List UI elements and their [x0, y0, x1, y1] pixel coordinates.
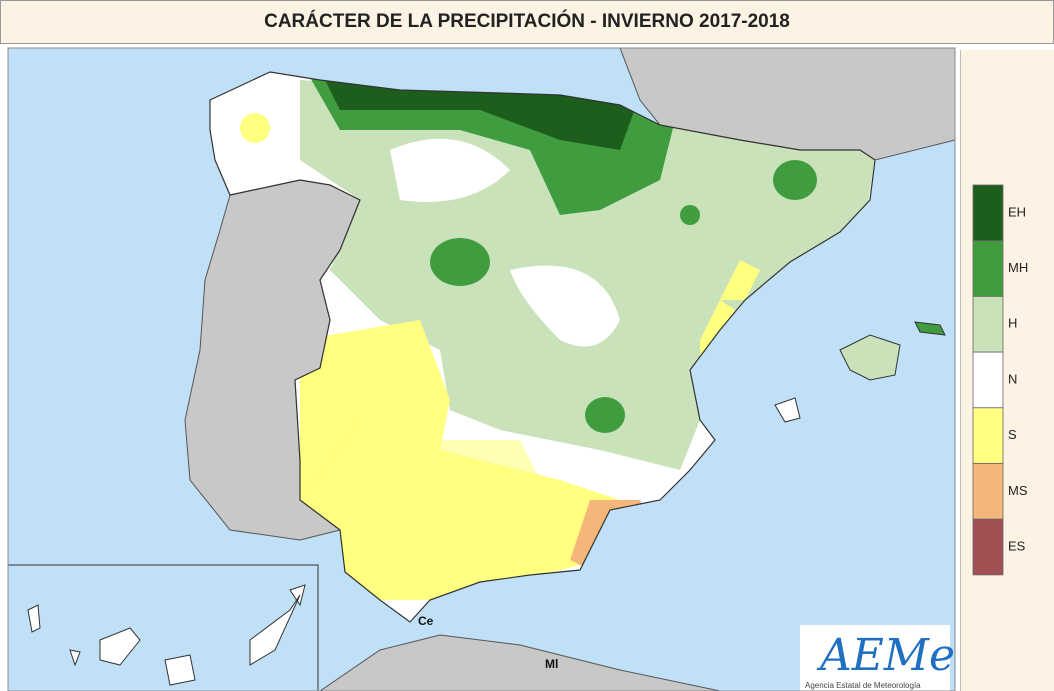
legend-label: MH [1008, 260, 1028, 275]
legend: EH MH H N S MS ES [973, 185, 1028, 575]
legend-swatch [973, 296, 1003, 352]
legend-swatch [973, 519, 1003, 575]
legend-swatch [973, 408, 1003, 464]
legend-label: ES [1008, 538, 1026, 553]
legend-swatch [973, 464, 1003, 520]
legend-swatch [973, 185, 1003, 241]
legend-label: H [1008, 316, 1017, 331]
legend-label: S [1008, 427, 1017, 442]
logo-subtitle: Agencia Estatal de Meteorología [805, 681, 921, 690]
place-label: Ce [418, 614, 434, 628]
place-label: Ml [545, 657, 558, 671]
map-area: AEMet Agencia Estatal de Meteorología Ce… [8, 48, 973, 691]
legend-label: MS [1008, 483, 1028, 498]
legend-swatch [973, 241, 1003, 297]
map: AEMet Agencia Estatal de Meteorología Ce… [0, 0, 1054, 691]
legend-swatch [973, 352, 1003, 408]
logo-name: AEMet [816, 630, 973, 681]
legend-label: EH [1008, 204, 1026, 219]
legend-label: N [1008, 371, 1017, 386]
page: CARÁCTER DE LA PRECIPITACIÓN - INVIERNO … [0, 0, 1054, 691]
